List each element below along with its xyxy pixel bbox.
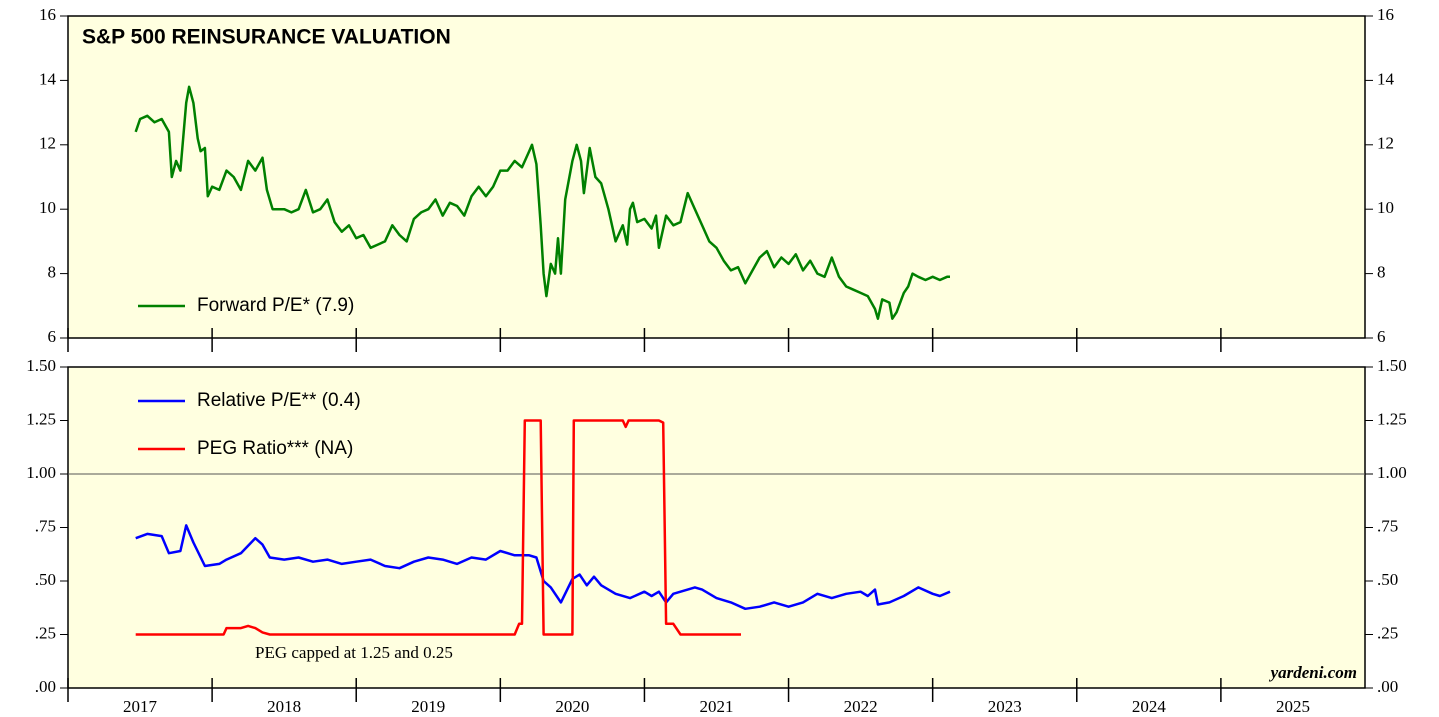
y-tick-label: 8 [48,263,57,282]
y-tick-label: .25 [1377,623,1398,642]
plot-area [67,15,1366,339]
series-line [135,524,951,611]
legend-label: PEG Ratio*** (NA) [197,438,353,459]
y-tick-label: .00 [35,677,56,696]
y-tick-label: 12 [1377,134,1394,153]
y-tick-label: .50 [35,570,56,589]
y-tick-label: .50 [1377,570,1398,589]
y-tick-label: 6 [48,327,57,346]
y-tick-label: 16 [39,5,56,24]
y-tick-label: 1.00 [1377,463,1407,482]
y-tick-label: 1.25 [1377,409,1407,428]
y-tick-label: 1.50 [26,356,56,375]
y-tick-label: 14 [39,69,57,88]
x-tick-label: 2023 [988,697,1022,716]
x-tick-label: 2022 [844,697,878,716]
x-tick-label: 2021 [700,697,734,716]
y-tick-label: 6 [1377,327,1386,346]
y-tick-label: 8 [1377,263,1386,282]
y-tick-label: 1.00 [26,463,56,482]
annotation: PEG capped at 1.25 and 0.25 [255,643,453,662]
x-tick-label: 2019 [411,697,445,716]
x-tick-label: 2025 [1276,697,1310,716]
y-tick-label: 14 [1377,69,1395,88]
x-tick-label: 2020 [555,697,589,716]
x-tick-label: 2018 [267,697,301,716]
legend-label: Forward P/E* (7.9) [197,295,354,316]
series-line [135,419,741,636]
y-tick-label: .75 [35,516,56,535]
y-tick-label: 1.25 [26,409,56,428]
y-tick-label: .75 [1377,516,1398,535]
x-tick-label: 2017 [123,697,158,716]
watermark: yardeni.com [1269,663,1357,682]
chart-title: S&P 500 REINSURANCE VALUATION [82,26,451,49]
y-tick-label: .00 [1377,677,1398,696]
y-tick-label: 10 [39,198,56,217]
x-tick-label: 2024 [1132,697,1167,716]
y-tick-label: 10 [1377,198,1394,217]
y-tick-label: .25 [35,623,56,642]
y-tick-label: 12 [39,134,56,153]
series-line [134,85,950,320]
y-tick-label: 16 [1377,5,1394,24]
legend-label: Relative P/E** (0.4) [197,390,361,411]
y-tick-label: 1.50 [1377,356,1407,375]
plot-area [67,366,1366,689]
